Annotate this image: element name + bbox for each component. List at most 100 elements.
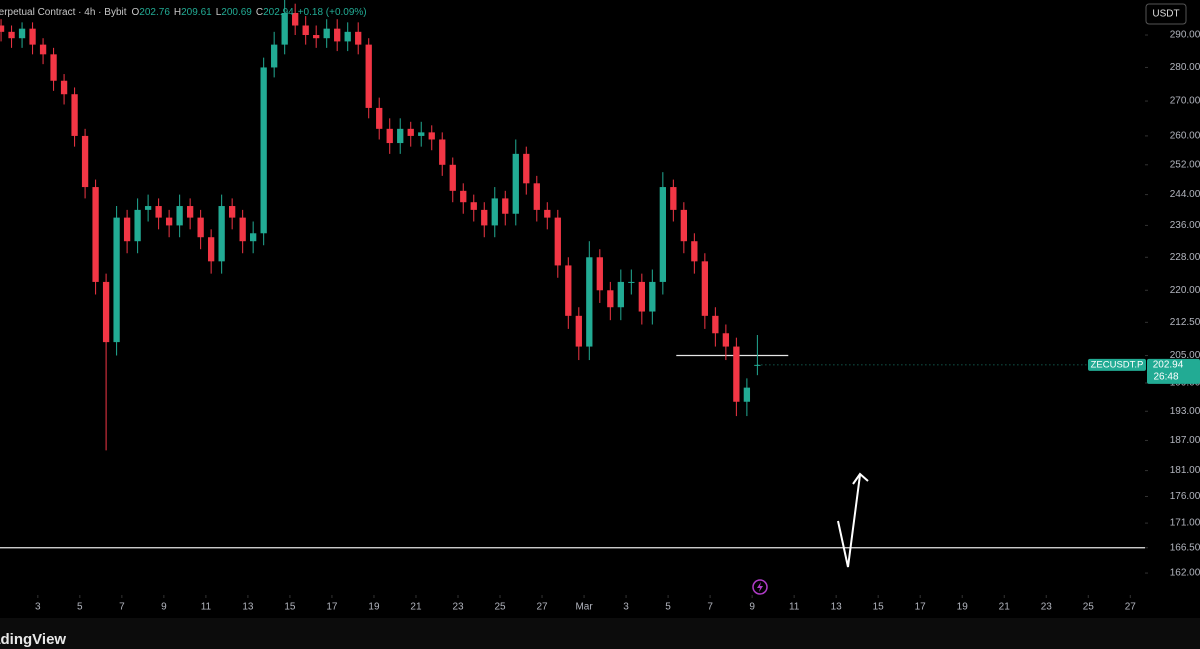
- x-tick-label: 5: [665, 602, 671, 613]
- y-tick-label: 290.00: [1170, 30, 1200, 41]
- candle-body: [428, 132, 435, 140]
- x-tick-label: 9: [749, 602, 755, 613]
- candle-body: [0, 25, 5, 32]
- candle-body: [680, 209, 687, 242]
- price-tag: [1147, 358, 1200, 384]
- candle-body: [544, 209, 551, 218]
- candle-body: [691, 241, 698, 262]
- candle-body: [502, 198, 509, 214]
- candle-body: [659, 187, 666, 282]
- ohlc-value: 202.94: [263, 7, 294, 18]
- footer-bar: [0, 618, 1200, 649]
- candle-body: [460, 190, 467, 203]
- x-tick-label: 17: [915, 602, 927, 613]
- candle-body: [102, 281, 110, 343]
- candle-body: [218, 206, 225, 262]
- ohlc-letter: O: [132, 7, 140, 18]
- candle-body: [313, 35, 320, 39]
- candle-body: [365, 44, 372, 108]
- x-tick-label: 15: [873, 602, 885, 613]
- candle-body: [113, 217, 120, 343]
- candle-body: [596, 257, 603, 291]
- candle-body: [260, 67, 267, 234]
- candle-body: [418, 132, 425, 136]
- candle-body: [302, 25, 309, 36]
- legend-title: Perpetual Contract · 4h · Bybit: [0, 7, 127, 18]
- x-tick-label: 7: [119, 602, 125, 613]
- candle-body: [71, 94, 78, 136]
- x-tick-label: 11: [201, 602, 212, 613]
- x-tick-label: 21: [410, 602, 422, 613]
- candle-body: [481, 209, 488, 226]
- y-tick-label: 187.00: [1170, 435, 1200, 446]
- candle-body: [8, 31, 15, 39]
- candle-body: [649, 281, 656, 312]
- arrow-head: [852, 472, 869, 485]
- candle-body: [554, 217, 561, 266]
- y-tick-label: 181.00: [1170, 465, 1200, 476]
- candle-body: [449, 164, 456, 191]
- ohlc-value: 209.61: [181, 7, 212, 18]
- candle-body: [565, 265, 572, 316]
- ohlc-value: 200.69: [221, 7, 252, 18]
- x-tick-label: 19: [368, 602, 380, 613]
- candle-body: [292, 12, 299, 26]
- candle-body: [334, 28, 341, 42]
- candle-body: [407, 128, 414, 136]
- candle-body: [628, 281, 635, 283]
- candle-body: [39, 44, 47, 55]
- x-tick-label: 27: [536, 602, 548, 613]
- candle-body: [176, 206, 183, 226]
- brand: TradingView: [0, 631, 66, 648]
- x-tick-label: 13: [242, 602, 254, 613]
- x-tick-label: 25: [1083, 602, 1095, 613]
- symbol-tag-label: ZECUSDT.P: [1091, 359, 1144, 370]
- candle-body: [607, 290, 614, 308]
- y-tick-label: 252.00: [1170, 159, 1200, 170]
- y-tick-label: 171.00: [1170, 518, 1200, 529]
- x-tick-label: 25: [494, 602, 506, 613]
- event-icon-bolt: [757, 582, 763, 592]
- candle-body: [123, 217, 131, 242]
- y-tick-label: 244.00: [1170, 189, 1200, 200]
- y-tick-label: 280.00: [1170, 62, 1200, 73]
- x-tick-label: 9: [161, 602, 167, 613]
- candle-body: [376, 107, 383, 129]
- symbol-tag: [1088, 358, 1146, 371]
- candle-body: [344, 31, 351, 42]
- currency-button[interactable]: [1145, 3, 1187, 25]
- candle-body: [439, 139, 446, 165]
- x-tick-label: 23: [1041, 602, 1053, 613]
- ohlc-letter: L: [216, 7, 222, 18]
- y-tick-label: 260.00: [1170, 131, 1200, 142]
- candle-body: [50, 54, 57, 81]
- candle-body: [250, 233, 257, 242]
- candle-body: [523, 153, 530, 184]
- x-tick-label: 13: [831, 602, 843, 613]
- candle-body: [60, 80, 68, 95]
- x-tick-label: 15: [284, 602, 296, 613]
- candle-body: [92, 187, 99, 282]
- candle-body: [271, 44, 278, 68]
- candle-body: [197, 217, 204, 238]
- x-tick-label: 5: [77, 602, 83, 613]
- candle-body: [397, 128, 404, 144]
- currency-label: USDT: [1152, 9, 1179, 20]
- candle-body: [722, 333, 730, 347]
- candle-body: [18, 28, 26, 39]
- y-tick-label: 162.00: [1170, 568, 1200, 579]
- ohlc-letter: C: [256, 7, 263, 18]
- candle-body: [733, 346, 740, 402]
- candle-body: [386, 128, 393, 144]
- event-icon[interactable]: [752, 579, 768, 595]
- x-tick-label: 11: [789, 602, 800, 613]
- y-tick-label: 220.00: [1170, 285, 1200, 296]
- candle-body: [638, 281, 645, 312]
- candle-body: [229, 206, 236, 218]
- x-tick-label: 23: [452, 602, 464, 613]
- candle-body: [281, 12, 288, 45]
- candle-body: [575, 315, 582, 347]
- candle-body: [754, 364, 761, 366]
